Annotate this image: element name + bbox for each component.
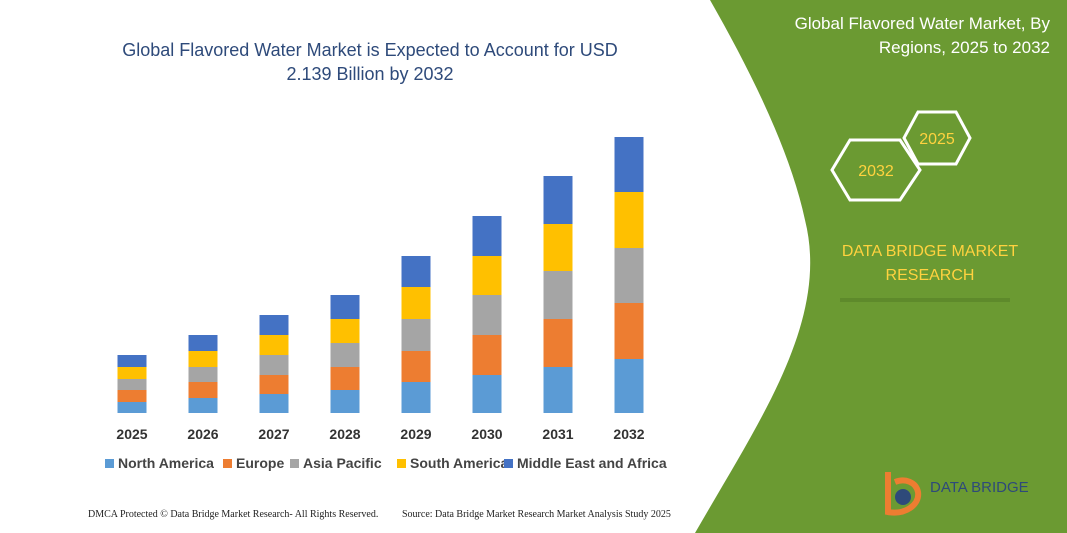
bar-segment bbox=[543, 224, 573, 271]
x-tick-label: 2029 bbox=[400, 426, 431, 442]
logo-text: DATA BRIDGE bbox=[930, 479, 1029, 496]
bar-segment bbox=[330, 319, 360, 343]
bar-segment bbox=[543, 367, 573, 413]
bar-segment bbox=[259, 375, 289, 394]
brand: DATA BRIDGE MARKET RESEARCH bbox=[841, 243, 1019, 284]
logo-icon bbox=[895, 489, 911, 505]
chart-title: Global Flavored Water Market is Expected… bbox=[122, 40, 618, 84]
legend-marker bbox=[105, 459, 114, 468]
hex-label: 2032 bbox=[858, 163, 894, 180]
bar-segment bbox=[188, 351, 218, 367]
bar-segment bbox=[614, 192, 644, 248]
legend-label: North America bbox=[118, 455, 214, 471]
x-tick-label: 2031 bbox=[542, 426, 573, 442]
bar-segment bbox=[614, 248, 644, 303]
x-tick-label: 2028 bbox=[329, 426, 360, 442]
bar-segment bbox=[472, 216, 502, 256]
green-panel bbox=[695, 0, 1067, 533]
logo-icon bbox=[885, 472, 922, 516]
bar-segment bbox=[543, 176, 573, 224]
bar-segment bbox=[188, 382, 218, 398]
bar-segment bbox=[543, 271, 573, 319]
bar-segment bbox=[401, 287, 431, 319]
bar-segment bbox=[117, 390, 147, 402]
legend-label: South America bbox=[410, 455, 508, 471]
bar-segment bbox=[330, 295, 360, 319]
bar-segment bbox=[401, 319, 431, 351]
bar-segment bbox=[117, 379, 147, 390]
legend-marker bbox=[504, 459, 513, 468]
bar-segment bbox=[330, 390, 360, 413]
bar-segment bbox=[330, 367, 360, 390]
legend-label: Europe bbox=[236, 455, 284, 471]
bar-segment bbox=[614, 137, 644, 192]
legend-marker bbox=[290, 459, 299, 468]
hex-label: 2025 bbox=[919, 131, 955, 148]
bar-segment bbox=[472, 295, 502, 335]
bar-segment bbox=[472, 335, 502, 375]
bar-segment bbox=[259, 394, 289, 413]
footer-left: DMCA Protected © Data Bridge Market Rese… bbox=[88, 509, 379, 520]
bar-segment bbox=[472, 256, 502, 295]
hexagon bbox=[902, 110, 972, 166]
bar-segment bbox=[330, 343, 360, 367]
bar-segment bbox=[188, 398, 218, 413]
x-tick-label: 2032 bbox=[613, 426, 644, 442]
bar-segment bbox=[117, 355, 147, 367]
bar-segment bbox=[259, 315, 289, 335]
legend-marker bbox=[223, 459, 232, 468]
bar-segment bbox=[401, 256, 431, 287]
x-tick-label: 2030 bbox=[471, 426, 502, 442]
bar-segment bbox=[614, 359, 644, 413]
bar-segment bbox=[543, 319, 573, 367]
bar-segment bbox=[117, 367, 147, 379]
x-tick-label: 2027 bbox=[258, 426, 289, 442]
bar-segment bbox=[614, 303, 644, 359]
bar-segment bbox=[259, 355, 289, 375]
panel-title: Global Flavored Water Market, By Regions… bbox=[794, 14, 1050, 57]
bar-segment bbox=[401, 351, 431, 382]
footer-right: Source: Data Bridge Market Research Mark… bbox=[402, 509, 671, 520]
legend-label: Middle East and Africa bbox=[517, 455, 667, 471]
bar-segment bbox=[401, 382, 431, 413]
x-tick-label: 2026 bbox=[187, 426, 218, 442]
bar-segment bbox=[188, 367, 218, 382]
x-tick-label: 2025 bbox=[116, 426, 147, 442]
legend-label: Asia Pacific bbox=[303, 455, 382, 471]
bar-segment bbox=[472, 375, 502, 413]
bar-segment bbox=[188, 335, 218, 351]
bar-segment bbox=[259, 335, 289, 355]
bar-segment bbox=[117, 402, 147, 413]
legend-marker bbox=[397, 459, 406, 468]
hexagon bbox=[830, 138, 922, 202]
